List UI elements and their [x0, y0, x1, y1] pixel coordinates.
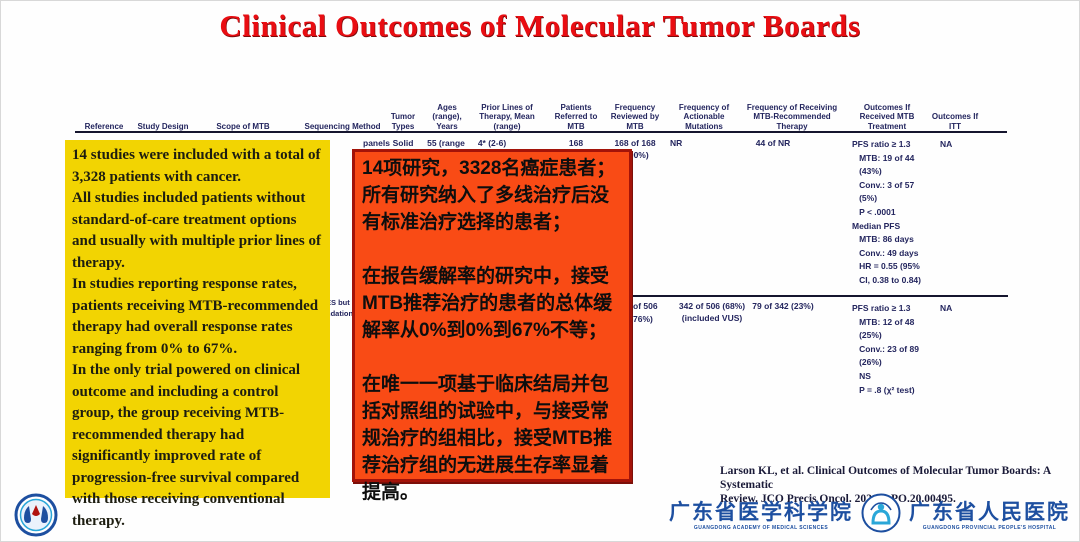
org-academy: 广东省医学科学院 GUANGDONG ACADEMY OF MEDICAL SC… — [669, 500, 853, 531]
col-header-ages: Ages (range), Years — [432, 102, 462, 131]
chinese-summary-note: 14项研究，3328名癌症患者；所有研究纳入了多线治疗后没有标准治疗选择的患者；… — [352, 149, 632, 503]
cell-r1-outcomes-itt: NA — [940, 139, 953, 149]
table-row-divider — [600, 295, 1008, 297]
col-header-frequency-reviewed: Frequency Reviewed by MTB — [610, 102, 660, 131]
footer-organizations: 广东省医学科学院 GUANGDONG ACADEMY OF MEDICAL SC… — [669, 493, 1070, 538]
cell-r2-outcomes-itt: NA — [940, 303, 953, 313]
hospital-logo-icon — [861, 493, 901, 538]
lung-society-logo-icon — [14, 493, 58, 542]
col-header-frequency-actionable: Frequency of Actionable Mutations — [678, 102, 730, 131]
col-header-reference: Reference — [84, 121, 124, 131]
cell-r1-prior-lines: 4* (2-6) — [477, 138, 507, 148]
cell-r1-tumor-types: Solid — [392, 138, 414, 148]
cell-r2-frequency-reviewed-fragment: of 506 76%) — [633, 301, 658, 324]
cell-r1-outcomes-received: PFS ratio ≥ 1.3 MTB: 19 of 44 (43%) Conv… — [852, 139, 921, 285]
cell-r2-frequency-receiving: 79 of 342 (23%) — [752, 301, 814, 311]
org-hospital-name-cn: 广东省人民医院 — [909, 500, 1070, 524]
cell-r1-ages: 55 (range — [427, 138, 465, 148]
col-header-scope-of-mtb: Scope of MTB — [216, 121, 270, 131]
cell-r2-outcomes-received: PFS ratio ≥ 1.3 MTB: 12 of 48 (25%) Conv… — [852, 303, 919, 395]
col-header-outcomes-itt: Outcomes If ITT — [931, 112, 979, 131]
citation: Larson KL, et al. Clinical Outcomes of M… — [720, 465, 1051, 505]
col-header-sequencing-method: Sequencing Method — [304, 121, 381, 131]
english-summary-note: 14 studies were included with a total of… — [65, 140, 330, 529]
org-academy-name-en: GUANGDONG ACADEMY OF MEDICAL SCIENCES — [693, 525, 829, 531]
col-header-prior-lines: Prior Lines of Therapy, Mean (range) — [479, 102, 535, 131]
cell-r1-frequency-reviewed: 168 of 168 (100%) — [614, 138, 656, 160]
col-header-outcomes-received: Outcomes If Received MTB Treatment — [859, 102, 915, 131]
col-header-frequency-receiving: Frequency of Receiving MTB-Recommended T… — [746, 102, 838, 131]
cell-r1-patients-referred: 168 — [568, 138, 584, 148]
cell-r1-frequency-receiving: 44 of NR — [755, 138, 791, 148]
col-header-tumor-types: Tumor Types — [390, 112, 416, 131]
org-hospital-name-en: GUANGDONG PROVINCIAL PEOPLE'S HOSPITAL — [922, 525, 1057, 531]
org-academy-name-cn: 广东省医学科学院 — [669, 500, 853, 524]
cell-r1-frequency-actionable: NR — [670, 138, 683, 148]
col-header-patients-referred: Patients Referred to MTB — [554, 102, 598, 131]
table-header-rule — [75, 131, 1007, 133]
org-hospital: 广东省人民医院 GUANGDONG PROVINCIAL PEOPLE'S HO… — [909, 500, 1070, 531]
page-title: Clinical Outcomes of Molecular Tumor Boa… — [219, 8, 861, 43]
cell-r2-frequency-actionable: 342 of 506 (68%) (included VUS) — [678, 301, 746, 323]
cell-r2-sequencing-fragment: ES but ndation — [326, 298, 354, 318]
col-header-study-design: Study Design — [137, 121, 189, 131]
cell-r1-sequencing-method: panels — [363, 138, 390, 148]
